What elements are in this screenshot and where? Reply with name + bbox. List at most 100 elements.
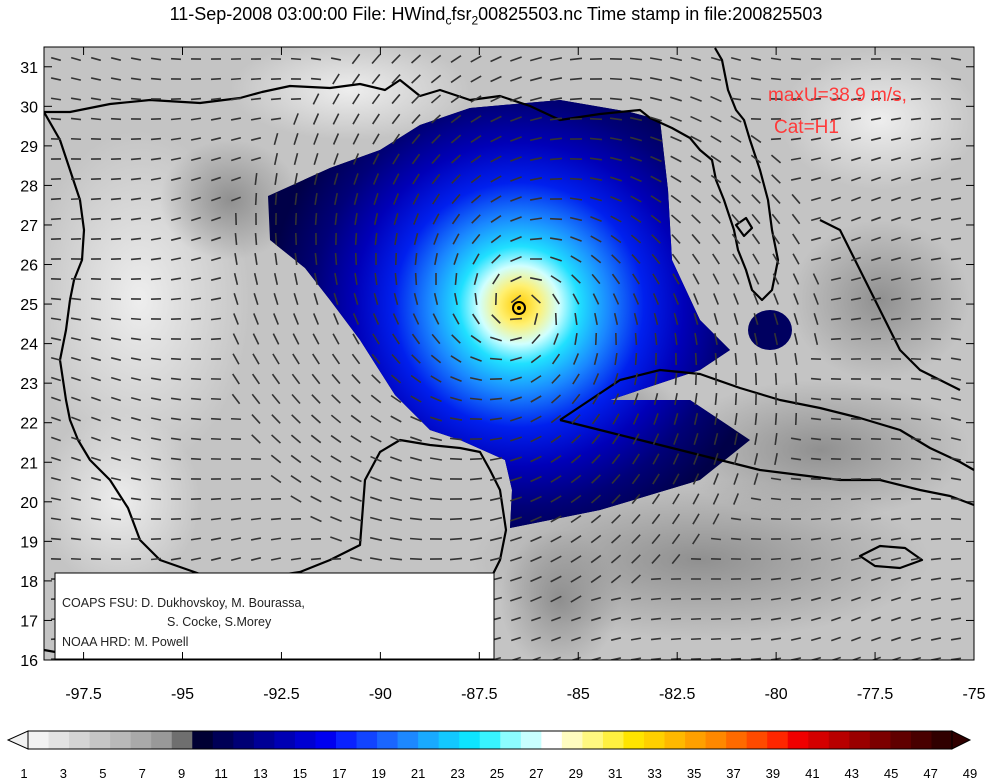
wind-vector (609, 97, 623, 101)
wind-vector (772, 273, 780, 285)
wind-vector (870, 277, 882, 281)
wind-vector (510, 56, 522, 62)
wind-vector (870, 517, 882, 521)
wind-vector (489, 496, 503, 502)
wind-vector (750, 517, 762, 521)
wind-vector (150, 417, 162, 421)
wind-vector (710, 194, 722, 204)
colorbar-label: 43 (845, 766, 859, 781)
wind-vector (649, 57, 663, 61)
wind-vector (271, 434, 281, 444)
wind-vector (130, 197, 142, 201)
wind-vector (910, 636, 922, 642)
wind-vector (551, 616, 561, 622)
wind-vector (792, 253, 800, 265)
wind-vector (492, 273, 500, 285)
wind-vector (130, 237, 142, 241)
wind-vector (850, 517, 862, 521)
wind-vector (451, 193, 461, 205)
y-tick-label: 27 (20, 218, 38, 235)
wind-vector (91, 416, 101, 422)
wind-vector (713, 432, 719, 446)
wind-vector (730, 135, 742, 143)
wind-vector (510, 116, 522, 122)
wind-vector (452, 233, 460, 245)
wind-vector (891, 216, 901, 222)
wind-vector (794, 412, 798, 426)
wind-vector (150, 397, 162, 401)
wind-vector (694, 392, 698, 406)
wind-vector (792, 233, 800, 245)
wind-vector (529, 176, 543, 182)
wind-vector (170, 397, 182, 401)
wind-vector (773, 293, 779, 305)
wind-vector (611, 514, 621, 524)
wind-vector (950, 197, 962, 201)
wind-vector (612, 293, 620, 305)
wind-vector (691, 233, 701, 245)
wind-vector (630, 156, 642, 162)
wind-vector (90, 77, 102, 81)
wind-vector (470, 135, 482, 143)
wind-vector (672, 273, 680, 285)
wind-vector (314, 252, 318, 266)
wind-vector (433, 292, 439, 306)
wind-vector (870, 497, 882, 501)
colorbar-swatch (931, 731, 953, 749)
wind-vector (410, 395, 422, 403)
wind-vector (70, 97, 82, 101)
wind-vector (850, 497, 862, 501)
wind-vector (353, 293, 359, 305)
gulf-coastline (44, 47, 780, 302)
wind-vector (830, 557, 842, 561)
credit-line-1: COAPS FSU: D. Dukhovskoy, M. Bourassa, (62, 596, 305, 610)
wind-vector (110, 456, 122, 462)
wind-vector (851, 636, 861, 642)
wind-vector (314, 192, 318, 206)
wind-vector (291, 393, 301, 405)
wind-vector (470, 55, 482, 63)
wind-vector (509, 336, 523, 342)
wind-vector (333, 173, 339, 185)
wind-vector (393, 292, 399, 306)
wind-vector (150, 497, 162, 501)
wind-vector (610, 176, 622, 182)
wind-vector (574, 332, 578, 346)
wind-vector (50, 456, 62, 462)
wind-vector (569, 177, 583, 181)
wind-vector (190, 156, 202, 162)
wind-vector (250, 77, 262, 81)
colorbar-swatch (520, 731, 542, 749)
wind-vector (510, 496, 522, 502)
y-tick-label: 23 (20, 376, 38, 393)
wind-vector (551, 656, 561, 660)
wind-vector (469, 457, 483, 461)
wind-vector (510, 76, 522, 82)
wind-vector (390, 435, 402, 443)
wind-vector (713, 473, 719, 485)
wind-vector (670, 135, 682, 143)
wind-vector (673, 413, 679, 425)
wind-vector (510, 416, 522, 422)
wind-vector (790, 57, 802, 61)
wind-vector (730, 637, 742, 641)
wind-vector (250, 137, 262, 141)
wind-vector (870, 256, 882, 262)
wind-vector (770, 577, 782, 581)
wind-vector (50, 356, 62, 362)
wind-vector (330, 495, 342, 503)
colorbar-swatch (69, 731, 91, 749)
wind-vector (430, 375, 442, 383)
wind-vector (529, 96, 543, 102)
wind-vector (170, 237, 182, 241)
wind-vector (491, 254, 501, 264)
wind-vector (250, 156, 262, 162)
wind-vector (170, 277, 182, 281)
wind-vector (533, 312, 539, 326)
colorbar-swatch (171, 731, 193, 749)
wind-vector (50, 517, 62, 521)
colorbar-swatch (890, 731, 912, 749)
wind-vector (831, 616, 841, 622)
wind-vector (590, 196, 602, 202)
wind-vector (510, 556, 522, 562)
